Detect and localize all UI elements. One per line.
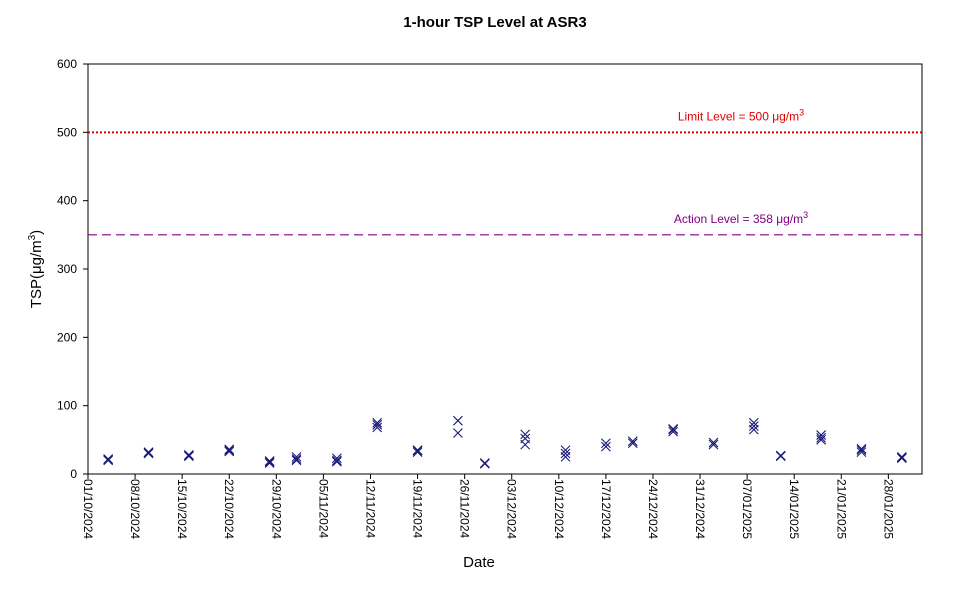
x-tick-label: 26/11/2024 <box>458 479 472 538</box>
data-point <box>412 445 423 455</box>
data-point <box>224 446 235 457</box>
limit-level-label-sup: 3 <box>799 107 804 117</box>
data-point <box>600 441 611 452</box>
x-tick-label: 24/12/2024 <box>646 479 660 539</box>
x-tick-label: 10/12/2024 <box>552 479 566 539</box>
data-point <box>291 452 302 462</box>
y-tick-label: 500 <box>57 125 77 139</box>
data-point <box>856 443 867 454</box>
data-point <box>816 430 827 440</box>
data-point <box>479 458 490 468</box>
data-point <box>103 455 114 466</box>
x-tick-label: 01/10/2024 <box>81 479 95 539</box>
data-point <box>520 429 531 440</box>
data-point <box>412 447 423 458</box>
data-point <box>372 419 383 430</box>
x-tick-label: 22/10/2024 <box>222 479 236 539</box>
y-axis-label-close: ) <box>28 230 45 235</box>
data-point <box>856 445 867 455</box>
data-point <box>331 456 342 467</box>
y-axis-label-unit: μg/m <box>28 240 45 274</box>
y-tick-label: 100 <box>57 399 77 413</box>
action-level-label-unit: μg/m <box>776 212 803 226</box>
x-tick-label: 14/01/2025 <box>787 479 801 539</box>
data-point <box>143 447 154 458</box>
data-point <box>453 428 463 438</box>
data-point <box>372 417 383 428</box>
x-axis-label: Date <box>463 554 495 571</box>
x-tick-label: 08/10/2024 <box>128 479 142 539</box>
limit-level-label-text: Limit Level = 500 <box>678 109 772 123</box>
y-tick-label: 200 <box>57 330 77 344</box>
data-point <box>748 417 759 428</box>
y-axis-label-sup: 3 <box>27 234 38 240</box>
x-tick-label: 07/01/2025 <box>740 479 754 539</box>
x-tick-label: 28/01/2025 <box>881 479 895 539</box>
data-point <box>816 434 827 445</box>
x-tick-label: 15/10/2024 <box>175 479 189 539</box>
data-point <box>264 456 275 466</box>
x-tick-label: 03/12/2024 <box>505 479 519 539</box>
plot-area <box>87 63 923 475</box>
y-axis-label: TSP(μg/m3) <box>27 230 45 308</box>
data-point <box>668 424 679 434</box>
x-axis: 01/10/2024 08/10/2024 15/10/2024 22/10/2024… <box>81 474 895 539</box>
y-tick-label: 300 <box>57 262 77 276</box>
data-point <box>291 455 302 466</box>
data-point <box>600 438 611 449</box>
data-point <box>520 433 531 444</box>
chart-title: 1-hour TSP Level at ASR3 <box>403 14 586 31</box>
x-tick-label: 12/11/2024 <box>363 479 377 538</box>
data-point <box>627 438 638 449</box>
y-axis: 0 100 200 300 400 500 600 <box>57 57 88 481</box>
data-point <box>183 450 194 461</box>
data-point <box>856 447 867 458</box>
limit-level-label-unit: μg/m <box>772 109 799 123</box>
data-point <box>775 450 786 461</box>
data-points <box>103 415 907 469</box>
data-point <box>748 424 759 435</box>
y-axis-label-base: TSP( <box>28 274 45 308</box>
x-tick-label: 19/11/2024 <box>411 479 425 538</box>
data-point <box>224 444 235 455</box>
data-point <box>331 453 342 464</box>
data-point <box>708 437 719 448</box>
x-tick-label: 29/10/2024 <box>269 479 283 539</box>
data-point <box>708 439 719 450</box>
x-tick-label: 21/01/2025 <box>834 479 848 539</box>
data-point <box>331 455 342 466</box>
data-point <box>560 448 571 459</box>
data-point <box>264 458 275 468</box>
data-point <box>372 422 383 433</box>
x-tick-label: 31/12/2024 <box>693 479 707 539</box>
data-point <box>627 436 638 447</box>
data-point <box>668 426 679 437</box>
y-tick-label: 600 <box>57 57 77 71</box>
data-point <box>453 415 463 426</box>
action-level-label-sup: 3 <box>803 210 808 220</box>
x-tick-label: 05/11/2024 <box>316 479 330 538</box>
data-point <box>748 421 759 432</box>
data-point <box>103 454 114 464</box>
data-point <box>816 432 827 443</box>
x-tick-label: 17/12/2024 <box>599 479 613 539</box>
action-level-label-text: Action Level = 358 <box>674 212 776 226</box>
data-point <box>560 445 571 455</box>
data-point <box>560 452 571 462</box>
limit-level-label: Limit Level = 500 μg/m3 <box>678 107 804 123</box>
action-level-label: Action Level = 358 μg/m3 <box>674 210 808 226</box>
y-tick-label: 0 <box>70 467 77 481</box>
y-tick-label: 400 <box>57 194 77 208</box>
data-point <box>291 454 302 464</box>
data-point <box>896 452 907 463</box>
